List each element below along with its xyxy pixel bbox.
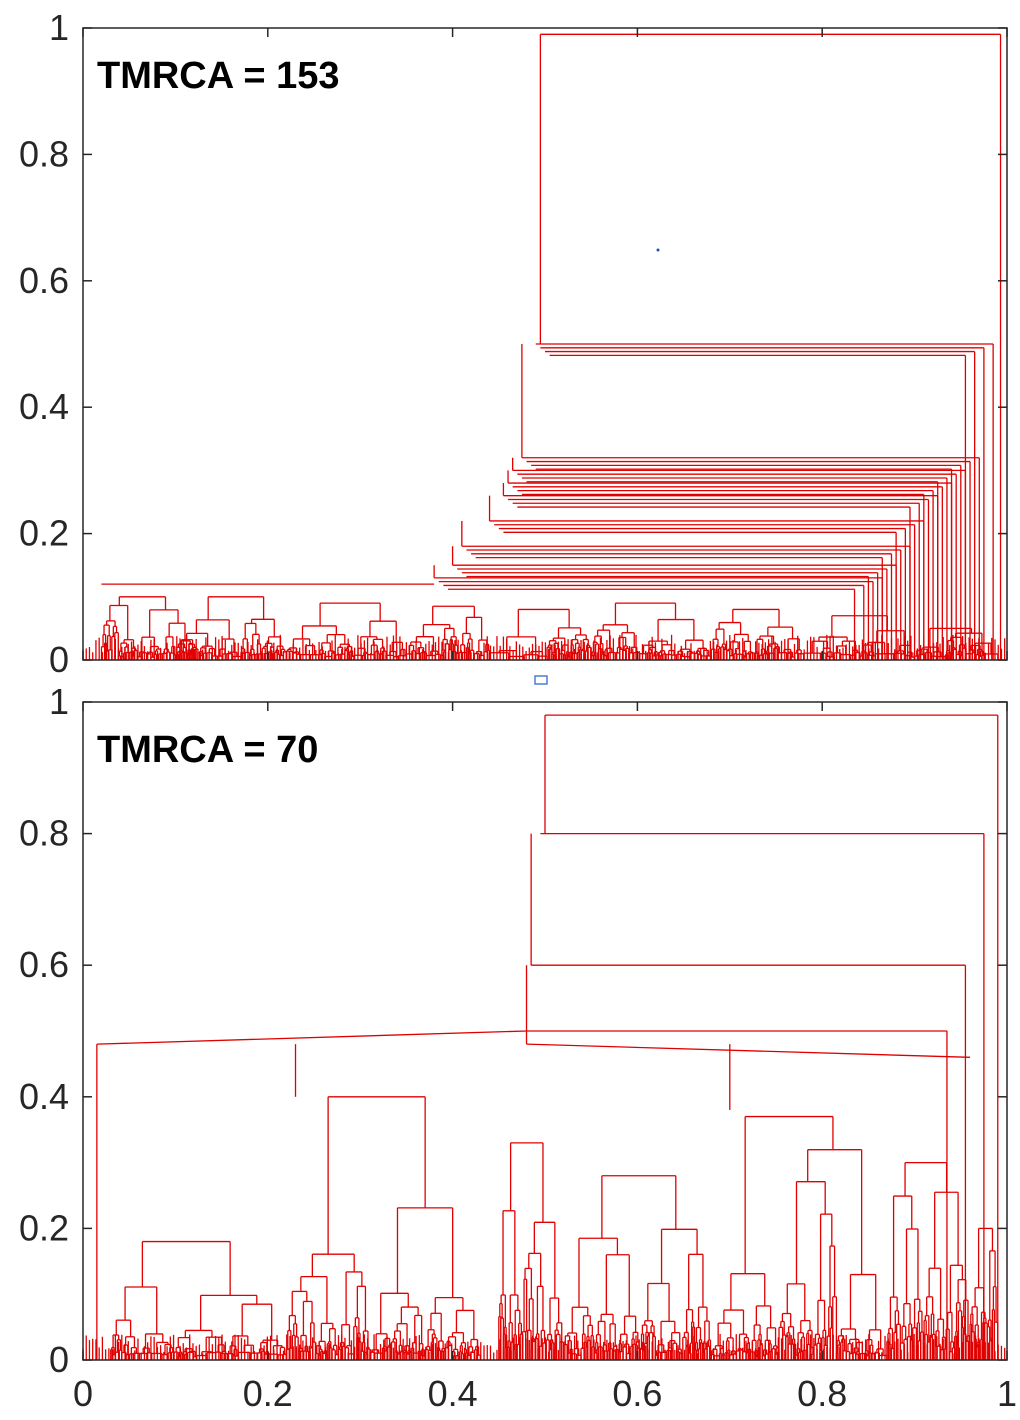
y-tick-label: 0.6 <box>19 260 69 301</box>
axes-frame <box>82 27 1008 661</box>
y-tick-label: 0.2 <box>19 513 69 554</box>
y-tick-label: 0.4 <box>19 1076 69 1117</box>
x-tick-label: 0.8 <box>797 1373 847 1414</box>
y-tick-label: 1 <box>49 7 69 48</box>
tree-branch <box>96 1030 527 1045</box>
y-tick-label: 1 <box>49 681 69 722</box>
y-tick-label: 0 <box>49 1339 69 1380</box>
tree-branch <box>526 1043 971 1058</box>
stray-point <box>656 248 660 252</box>
x-tick-label: 0.2 <box>243 1373 293 1414</box>
x-tick-label: 1 <box>997 1373 1017 1414</box>
top-panel: 0 0.2 0.4 0.6 0.8 1 TMRCA = 153 <box>19 7 1008 680</box>
tmrca-annotation: TMRCA = 153 <box>97 55 340 97</box>
coalescent-tree <box>82 33 1006 660</box>
panel-gap-marker <box>534 675 548 685</box>
y-tick-label: 0.8 <box>19 133 69 174</box>
y-tick-label: 0.6 <box>19 944 69 985</box>
coalescent-tree <box>82 714 1006 1360</box>
x-tick-label: 0.6 <box>612 1373 662 1414</box>
y-tick-label: 0.4 <box>19 386 69 427</box>
y-tick-label: 0.8 <box>19 813 69 854</box>
tmrca-annotation: TMRCA = 70 <box>97 729 318 771</box>
y-tick-label: 0 <box>49 639 69 680</box>
axes-frame <box>82 701 1008 1361</box>
y-tick-label: 0.2 <box>19 1207 69 1248</box>
x-tick-label: 0 <box>73 1373 93 1414</box>
x-tick-label: 0.4 <box>428 1373 478 1414</box>
bottom-panel: 0 0.2 0.4 0.6 0.8 1 0 0.2 0.4 0.6 0.8 1 TMRCA = 70 <box>19 681 1017 1414</box>
